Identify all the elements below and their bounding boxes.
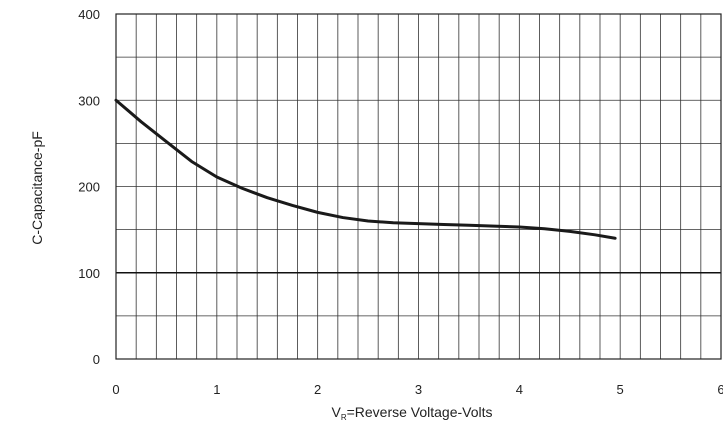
x-axis-title-prefix: V bbox=[331, 404, 341, 420]
x-tick-label: 2 bbox=[314, 382, 321, 397]
x-axis-title-subscript: R bbox=[341, 413, 347, 422]
capacitance-curve bbox=[114, 98, 617, 240]
x-axis-title-suffix: =Reverse Voltage-Volts bbox=[347, 404, 493, 420]
y-tick-labels: 0 100 200 300 400 bbox=[78, 7, 100, 367]
x-tick-label: 1 bbox=[213, 382, 220, 397]
y-tick-label: 100 bbox=[78, 266, 100, 281]
x-tick-label: 3 bbox=[415, 382, 422, 397]
y-tick-label: 200 bbox=[78, 180, 100, 195]
x-axis-title: VR=Reverse Voltage-Volts bbox=[331, 404, 492, 422]
x-tick-label: 0 bbox=[112, 382, 119, 397]
y-axis-title: C-Capacitance-pF bbox=[29, 131, 45, 245]
y-tick-label: 300 bbox=[78, 93, 100, 108]
minor-grid bbox=[116, 14, 721, 359]
y-tick-label: 400 bbox=[78, 7, 100, 22]
x-tick-label: 6 bbox=[717, 382, 723, 397]
x-tick-label: 4 bbox=[516, 382, 523, 397]
x-tick-label: 5 bbox=[617, 382, 624, 397]
plot-frame bbox=[115, 13, 722, 360]
x-tick-labels: 0 1 2 3 4 5 6 bbox=[112, 382, 723, 397]
y-tick-label: 0 bbox=[93, 352, 100, 367]
